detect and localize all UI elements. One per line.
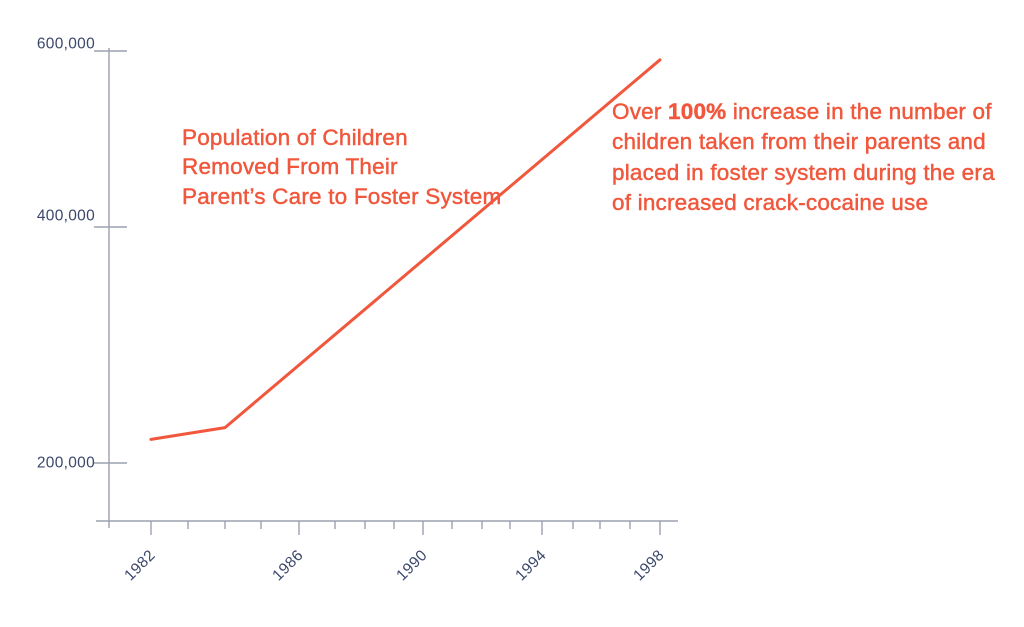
y-tick-label: 400,000 [37, 208, 95, 225]
annotation-segment: increase in the number of children taken… [612, 99, 995, 215]
annotation-text: Over 100% increase in the number of chil… [612, 97, 995, 218]
x-tick-label: 1990 [393, 547, 431, 585]
x-tick-label: 1986 [269, 547, 307, 585]
x-tick-label: 1982 [121, 547, 159, 585]
annotation-bold-value: 100% [668, 99, 727, 124]
annotation-segment: Over [612, 99, 669, 124]
y-tick-label: 600,000 [37, 36, 95, 53]
y-tick-label: 200,000 [37, 455, 95, 472]
chart-title: Population of Children Removed From Thei… [182, 125, 502, 209]
x-tick-label: 1998 [630, 547, 668, 585]
x-tick-label: 1994 [512, 547, 550, 585]
data-line-series [149, 58, 662, 441]
